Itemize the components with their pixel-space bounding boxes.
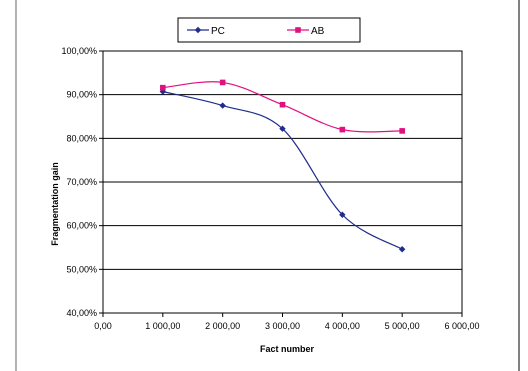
legend-label: PC [211, 26, 225, 37]
x-tick-label: 3 000,00 [265, 321, 300, 331]
y-tick-label: 50,00% [66, 264, 97, 274]
series-ab [160, 79, 405, 134]
y-tick-label: 70,00% [66, 177, 97, 187]
x-tick-label: 6 000,00 [444, 321, 479, 331]
legend-item-pc: PC [187, 26, 225, 37]
series-ab-point [339, 126, 346, 133]
x-tick-label: 0,00 [94, 321, 112, 331]
series-ab-point [279, 101, 286, 108]
series-pc-point [398, 246, 406, 253]
series-pc-line [162, 91, 403, 250]
x-axis-ticks: 0,00 1 000,00 2 000,00 3 000,00 4 000,00 5 00… [94, 313, 480, 331]
legend-item-ab: AB [287, 26, 325, 37]
y-tick-label: 80,00% [66, 133, 97, 143]
x-tick-label: 2 000,00 [205, 321, 240, 331]
series-ab-point [219, 79, 226, 86]
y-tick-label: 60,00% [66, 221, 97, 231]
series-pc-point [279, 125, 286, 132]
legend-swatch-marker [295, 27, 301, 33]
series-pc-point [219, 102, 226, 109]
gridlines [103, 94, 462, 270]
series-layer [159, 79, 406, 253]
y-axis-title: Fragmentation gain [50, 162, 60, 246]
x-tick-label: 4 000,00 [325, 321, 360, 331]
series-ab-point [160, 84, 166, 91]
y-tick-label: 40,00% [66, 308, 97, 318]
legend-label: AB [311, 26, 325, 37]
legend-swatch-marker [194, 26, 202, 34]
legend: PC AB [177, 17, 361, 43]
y-axis-ticks: 40,00% 50,00% 60,00% 70,00% 80,00% 90,00% 100,… [61, 46, 103, 318]
y-tick-label: 100,00% [61, 46, 97, 56]
series-pc-point [339, 211, 346, 218]
y-tick-label: 90,00% [66, 90, 97, 100]
x-tick-label: 5 000,00 [385, 321, 420, 331]
x-tick-label: 1 000,00 [145, 321, 180, 331]
x-axis-title: Fact number [260, 344, 315, 354]
series-ab-point [399, 128, 405, 134]
